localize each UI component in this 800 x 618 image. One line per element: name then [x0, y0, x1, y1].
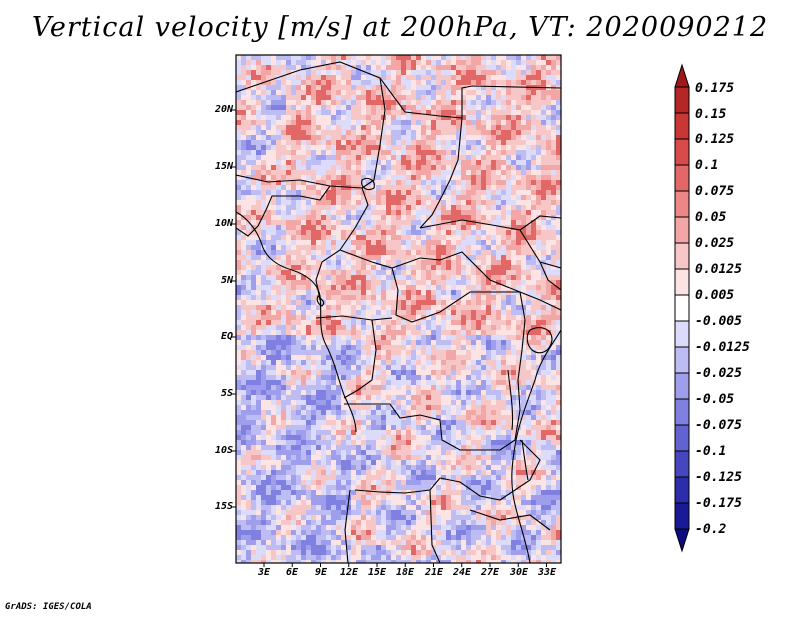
colorbar-swatch [674, 346, 690, 374]
lat-label: 20N [214, 104, 233, 115]
border-cameroon-south [315, 315, 393, 321]
lon-label: 15E [367, 567, 387, 578]
border-congo [343, 319, 377, 399]
border-chad-west [361, 77, 386, 189]
colorbar-label: 0.125 [695, 132, 735, 147]
colorbar-swatch [674, 138, 690, 166]
colorbar-label: -0.025 [695, 366, 742, 381]
border-drc-east [499, 291, 526, 451]
lat-label: 5S [220, 388, 233, 399]
colorbar-bottom-arrow [674, 528, 690, 553]
lon-label: 33E [537, 567, 557, 578]
lon-label: 30E [509, 567, 529, 578]
border-sudan-north [461, 85, 561, 118]
colorbar-label: -0.175 [695, 496, 742, 511]
border-zimbabwe [469, 509, 551, 531]
map-frame [235, 54, 562, 564]
border-zambia [439, 439, 541, 501]
colorbar-swatch [674, 476, 690, 504]
colorbar-swatch [674, 86, 690, 114]
border-angola-south [354, 477, 441, 494]
colorbar-swatch [674, 190, 690, 218]
colorbar-swatch [674, 112, 690, 140]
lon-label: 18E [395, 567, 415, 578]
colorbar-label: -0.05 [695, 392, 735, 407]
colorbar-label: 0.05 [695, 210, 727, 225]
lon-label: 27E [480, 567, 500, 578]
colorbar-swatch [674, 450, 690, 478]
colorbar-label: 0.0125 [695, 262, 742, 277]
lon-label: 6E [285, 567, 299, 578]
coastline-east-africa [511, 329, 561, 563]
lake-victoria [526, 327, 553, 354]
country-borders [236, 61, 561, 563]
colorbar-label: 0.005 [695, 288, 735, 303]
colorbar-label: 0.1 [695, 158, 719, 173]
colorbar-label: 0.175 [695, 81, 735, 96]
axis-ticks [232, 109, 547, 567]
lon-label: 24E [452, 567, 472, 578]
colorbar-swatch [674, 502, 690, 530]
chart-title: Vertical velocity [m/s] at 200hPa, VT: 2… [31, 12, 769, 43]
colorbar-label: -0.075 [695, 418, 742, 433]
border-botswana [429, 489, 441, 563]
lat-label: 5N [220, 275, 233, 286]
border-west-sahel [236, 185, 331, 237]
lon-label: 21E [424, 567, 444, 578]
lat-label: 10N [214, 218, 233, 229]
colorbar-swatch [674, 216, 690, 244]
lon-label: 12E [339, 567, 359, 578]
colorbar-swatch [674, 424, 690, 452]
colorbar-swatch [674, 268, 690, 296]
colorbar [674, 63, 690, 553]
border-gulf-islands [316, 295, 325, 307]
colorbar-label: 0.15 [695, 107, 727, 122]
lat-label: 15N [214, 161, 233, 172]
lake-chad [361, 177, 375, 191]
colorbar-swatch [674, 372, 690, 400]
border-east-lakes [519, 291, 561, 311]
colorbar-label: -0.1 [695, 444, 727, 459]
border-chad-east [419, 117, 463, 229]
colorbar-label: -0.0125 [695, 340, 750, 355]
velocity-field [236, 55, 561, 563]
lake-malawi [521, 439, 529, 481]
colorbar-swatch [674, 294, 690, 322]
colorbar-label: -0.125 [695, 470, 742, 485]
lat-label: EQ [220, 331, 233, 342]
colorbar-swatch [674, 242, 690, 270]
colorbar-label: -0.005 [695, 314, 742, 329]
border-angola-north [344, 403, 500, 451]
colorbar-label: -0.2 [695, 522, 727, 537]
lon-label: 3E [257, 567, 271, 578]
border-sudan-south [419, 219, 561, 269]
lat-label: 15S [214, 501, 233, 512]
colorbar-swatch [674, 320, 690, 348]
border-ethiopia [539, 261, 561, 291]
colorbar-label: 0.025 [695, 236, 735, 251]
coastline-west-africa [236, 211, 357, 433]
border-horn [519, 215, 561, 231]
grads-credit: GrADS: IGES/COLA [5, 602, 92, 612]
border-car [339, 249, 521, 293]
lake-tanganyika [507, 369, 514, 431]
colorbar-top-arrow [674, 63, 690, 88]
border-niger-south [236, 174, 363, 189]
colorbar-swatch [674, 398, 690, 426]
lat-label: 10S [214, 445, 233, 456]
border-namibia [344, 489, 351, 563]
border-drc-north [391, 267, 520, 323]
colorbar-swatch [674, 164, 690, 192]
colorbar-label: 0.075 [695, 184, 735, 199]
lon-label: 9E [314, 567, 328, 578]
